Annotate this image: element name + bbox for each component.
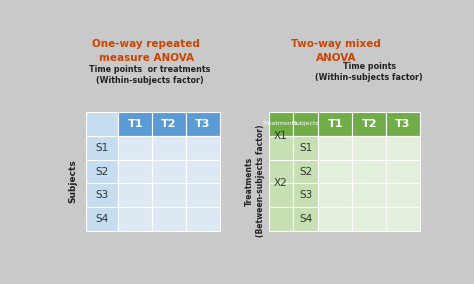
Bar (319, 112, 352, 136)
Bar (293, 136, 319, 160)
Bar (319, 160, 352, 183)
Text: T1: T1 (128, 119, 143, 129)
Text: Time points  or treatments
(Within-subjects factor): Time points or treatments (Within-subjec… (89, 65, 210, 85)
Text: S3: S3 (299, 190, 312, 201)
Text: Treatments
(Between-subjects factor): Treatments (Between-subjects factor) (245, 125, 265, 237)
Text: Treatments: Treatments (263, 121, 299, 126)
Bar (186, 183, 219, 207)
Bar (386, 160, 419, 183)
Bar (86, 112, 118, 136)
Bar (293, 160, 319, 183)
Bar (152, 136, 186, 160)
Bar (118, 112, 152, 136)
Bar (186, 136, 219, 160)
Bar (268, 112, 293, 136)
Text: S1: S1 (299, 143, 312, 153)
Bar (352, 207, 386, 231)
Bar (152, 160, 186, 183)
Bar (352, 183, 386, 207)
Bar (186, 112, 219, 136)
Text: S4: S4 (96, 214, 109, 224)
Bar (293, 183, 319, 207)
Text: Subjects: Subjects (292, 121, 319, 126)
Text: S1: S1 (96, 143, 109, 153)
Bar (293, 112, 319, 136)
Text: T2: T2 (161, 119, 177, 129)
Text: T2: T2 (361, 119, 377, 129)
Bar (152, 207, 186, 231)
Bar (86, 136, 118, 160)
Bar (118, 207, 152, 231)
Bar (352, 112, 386, 136)
Bar (152, 183, 186, 207)
Text: S4: S4 (299, 214, 312, 224)
Text: S3: S3 (96, 190, 109, 201)
Text: X1: X1 (274, 131, 288, 141)
Text: T3: T3 (395, 119, 410, 129)
Bar (319, 183, 352, 207)
Bar (268, 136, 293, 160)
Text: Time points
(Within-subjects factor): Time points (Within-subjects factor) (315, 62, 423, 82)
Bar (268, 207, 293, 231)
Bar (118, 160, 152, 183)
Bar (319, 207, 352, 231)
Bar (86, 207, 118, 231)
Text: Two-way mixed
ANOVA: Two-way mixed ANOVA (291, 39, 381, 63)
Bar (86, 160, 118, 183)
Bar (386, 136, 419, 160)
Bar (386, 207, 419, 231)
Bar (186, 207, 219, 231)
Bar (118, 136, 152, 160)
Text: One-way repeated
measure ANOVA: One-way repeated measure ANOVA (92, 39, 200, 63)
Bar (386, 112, 419, 136)
Bar (319, 136, 352, 160)
Text: Subjects: Subjects (68, 159, 77, 203)
Text: T1: T1 (328, 119, 343, 129)
Text: X2: X2 (274, 178, 288, 189)
Bar (86, 183, 118, 207)
Bar (293, 207, 319, 231)
Bar (118, 183, 152, 207)
Text: S2: S2 (96, 166, 109, 177)
Bar (352, 160, 386, 183)
Text: S2: S2 (299, 166, 312, 177)
Bar (268, 160, 293, 183)
Bar (268, 183, 293, 207)
Bar (352, 136, 386, 160)
Bar (386, 183, 419, 207)
Bar (152, 112, 186, 136)
Text: T3: T3 (195, 119, 210, 129)
Bar (186, 160, 219, 183)
